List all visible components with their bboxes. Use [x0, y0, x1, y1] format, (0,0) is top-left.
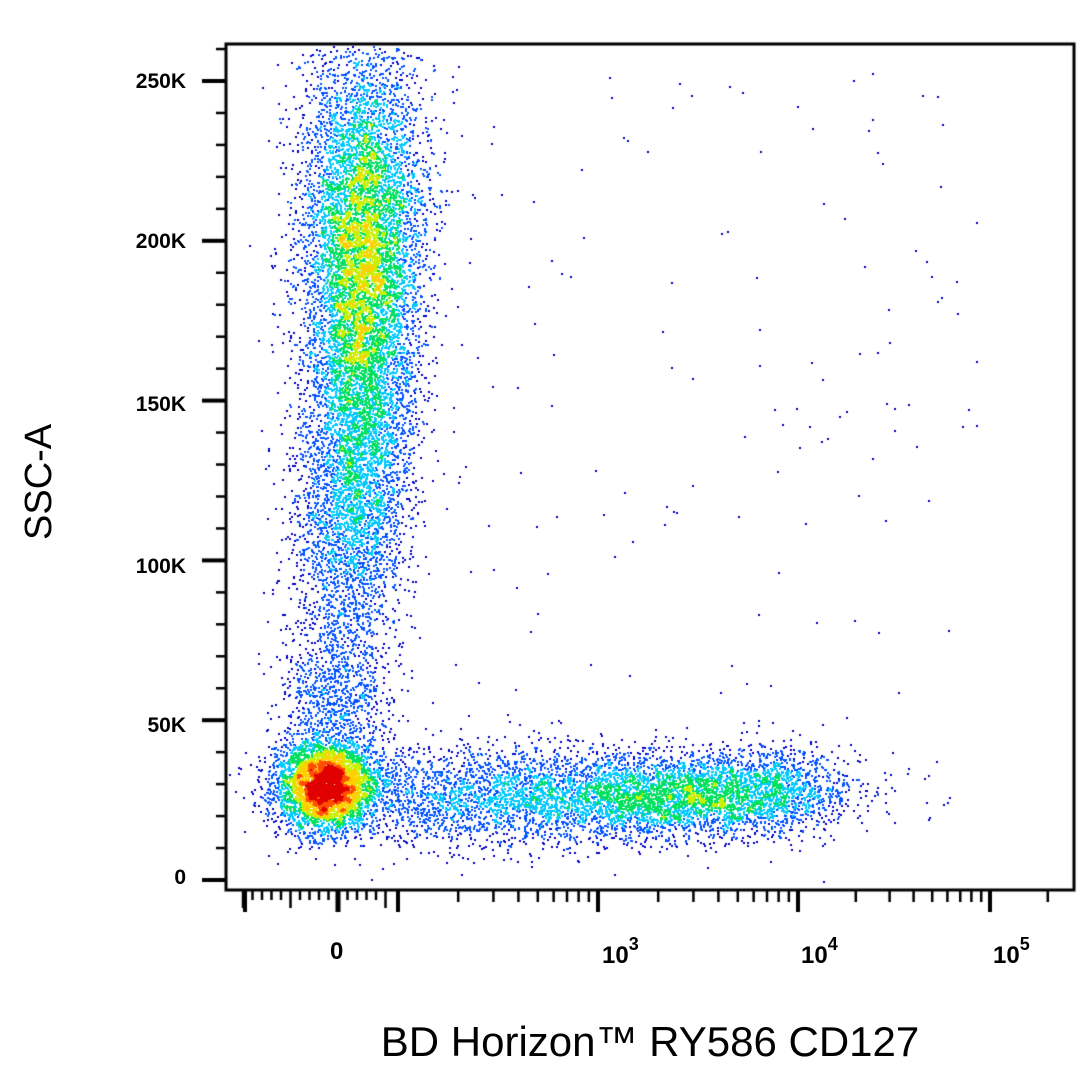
y-tick-100k: 100K [135, 555, 186, 578]
x-tick-1e4: 104 [801, 934, 838, 969]
y-tick-50k: 50K [147, 714, 186, 737]
y-tick-150k: 150K [135, 393, 186, 416]
y-axis-label: SSC-A [18, 423, 60, 540]
x-tick-0: 0 [330, 938, 344, 965]
y-tick-250k: 250K [135, 70, 186, 93]
x-tick-1e5: 105 [993, 934, 1030, 969]
y-tick-200k: 200K [135, 230, 186, 253]
x-axis-label: BD Horizon™ RY586 CD127 [380, 1018, 920, 1065]
y-tick-0: 0 [174, 866, 186, 889]
x-tick-1e3: 103 [602, 934, 639, 969]
